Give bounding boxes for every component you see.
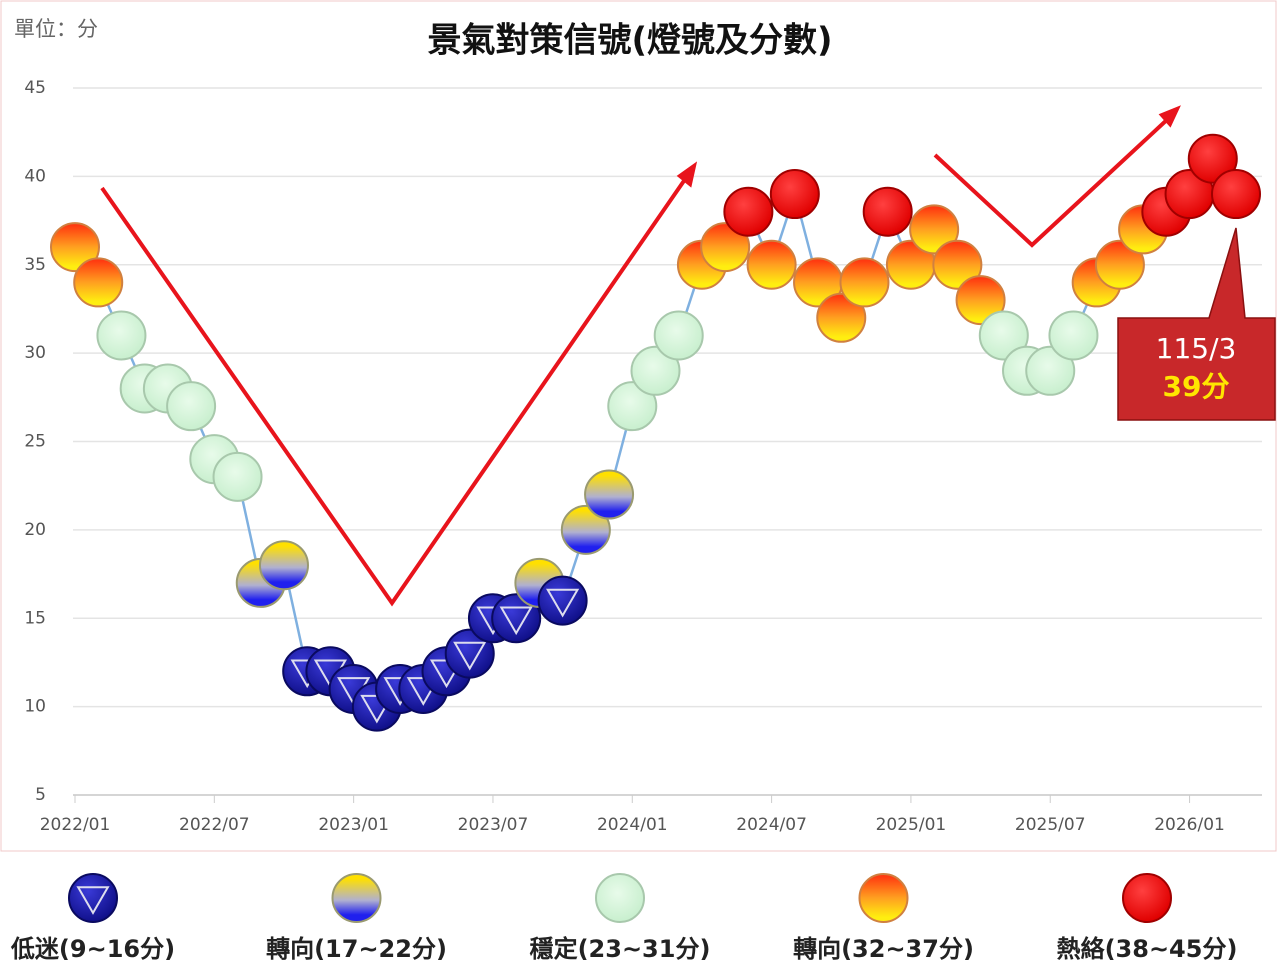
signal-dot (769, 169, 820, 220)
y-tick-label: 45 (24, 78, 46, 98)
y-tick-label: 30 (24, 343, 46, 363)
legend-swatch (68, 873, 118, 923)
legend-label: 熱絡(38~45分) (1057, 935, 1238, 963)
y-tick-label: 40 (24, 166, 46, 186)
signal-dot (630, 345, 681, 396)
legend-label: 低迷(9~16分) (10, 935, 175, 963)
legend-swatch (858, 873, 909, 923)
signal-dot (1211, 169, 1261, 220)
y-tick-label: 20 (24, 520, 46, 540)
legend: 低迷(9~16分) 轉向(17~22分) 穩定(23~31分) 轉向(32~37分) 熱… (10, 873, 1238, 963)
x-tick-label: 2024/07 (736, 815, 807, 835)
x-tick-label: 2022/07 (179, 815, 250, 835)
signal-dot (491, 593, 542, 644)
x-tick-label: 2023/01 (318, 815, 389, 835)
legend-swatch (1122, 873, 1172, 923)
signal-dot (653, 310, 704, 361)
x-tick-label: 2022/01 (40, 815, 111, 835)
signal-dot (444, 628, 495, 679)
signal-dot (1048, 310, 1099, 361)
signal-icon (546, 588, 580, 618)
signal-dot (212, 451, 263, 502)
signal-dot (909, 204, 960, 255)
legend-label: 穩定(23~31分) (530, 935, 711, 963)
x-tick-label: 2023/07 (458, 815, 529, 835)
signal-dot (932, 239, 983, 290)
signal-dot (258, 540, 309, 591)
signal-dot (73, 257, 124, 308)
legend-swatch (595, 873, 645, 923)
legend-label: 轉向(17~22分) (266, 935, 447, 963)
signal-dot (1025, 345, 1076, 396)
signal-dot (166, 381, 217, 432)
trend-arrows (100, 105, 1181, 607)
plot (50, 133, 1261, 732)
callout (1117, 227, 1276, 421)
y-tick-label: 5 (35, 785, 46, 805)
y-tick-label: 25 (24, 432, 46, 452)
y-tick-label: 15 (24, 608, 46, 628)
signal-dot (537, 575, 588, 626)
signal-dot (1187, 133, 1238, 184)
y-tick-label: 10 (24, 697, 46, 717)
y-tick-label: 35 (24, 255, 46, 275)
signal-dot (1094, 239, 1145, 290)
signal-dot (839, 257, 890, 308)
callout-value: 39分 (1163, 370, 1230, 403)
signal-dot (584, 469, 635, 520)
legend-label: 轉向(32~37分) (793, 935, 974, 963)
signal-dot (50, 222, 100, 273)
signal-dot (746, 239, 797, 290)
x-tick-label: 2026/01 (1154, 815, 1225, 835)
signal-dot (700, 222, 751, 273)
grid: 5 10 15 20 25 30 35 40 45 2022/01 2022/07 2023/01 20… (24, 78, 1262, 835)
chart-title: 景氣對策信號(燈號及分數) (427, 21, 832, 61)
unit-label: 單位：分 (14, 17, 98, 41)
callout-date: 115/3 (1156, 332, 1237, 365)
signal-icon (76, 886, 110, 915)
signal-dot (862, 186, 913, 237)
signal-dot (607, 381, 658, 432)
signal-dot (560, 504, 611, 555)
frame (0, 0, 1277, 852)
legend-swatch (331, 873, 382, 923)
signal-dot (955, 275, 1006, 326)
signal-dot (816, 292, 867, 343)
x-tick-label: 2025/07 (1015, 815, 1086, 835)
signal-dot (96, 310, 147, 361)
signal-dot (723, 186, 774, 237)
signal-icon (453, 641, 487, 671)
x-tick-label: 2025/01 (876, 815, 947, 835)
signal-icon (499, 606, 533, 636)
x-tick-label: 2024/01 (597, 815, 668, 835)
signal-dot (978, 310, 1029, 361)
series-line (73, 156, 1238, 709)
